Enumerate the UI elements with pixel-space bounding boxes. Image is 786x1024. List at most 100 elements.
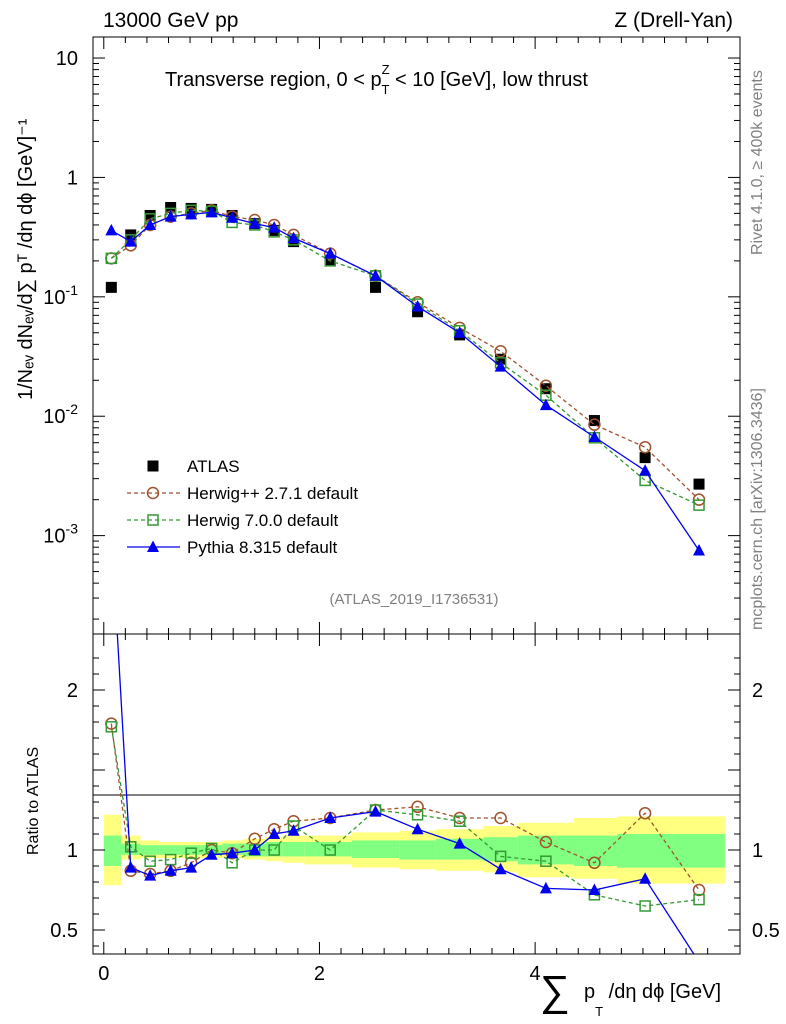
main-data bbox=[105, 201, 706, 556]
point-series-3 bbox=[144, 218, 157, 230]
ratio-point-series-2 bbox=[124, 861, 137, 873]
green-band-bin bbox=[103, 835, 122, 866]
y-tick-label: 10-2 bbox=[43, 401, 78, 428]
legend-label-0: ATLAS bbox=[187, 457, 240, 476]
x-axis-label: pT /dη dϕ [GeV] bbox=[584, 981, 721, 1019]
ratio-point-series-1 bbox=[494, 850, 507, 863]
ratio-point-series-1 bbox=[693, 893, 705, 906]
green-band-bin bbox=[517, 835, 574, 865]
point-series-0 bbox=[540, 383, 552, 395]
ratio-point-series-0 bbox=[411, 800, 424, 814]
green-band-bin bbox=[140, 845, 160, 855]
point-series-2 bbox=[105, 252, 118, 265]
ratio-data bbox=[105, 524, 706, 968]
y-tick-label: 10 bbox=[56, 48, 78, 70]
point-series-1 bbox=[539, 379, 553, 392]
ratio-point-series-0 bbox=[494, 811, 507, 825]
point-series-3 bbox=[639, 464, 652, 476]
ratio-point-series-2 bbox=[185, 861, 198, 873]
ratio-point-series-2 bbox=[453, 837, 466, 849]
ratio-panel: 2 2 1 1 0.5 0.5 0 2 4 Ratio to ATLAS pT /dη dϕ [… bbox=[25, 524, 780, 1019]
ratio-y-tick-label-right: 2 bbox=[752, 680, 763, 702]
legend-marker-1 bbox=[146, 486, 160, 500]
point-series-3 bbox=[226, 211, 239, 223]
main-y-axis-label: 1/Nₑᵥ dNₑᵥ/d∑ pᵀ /dη dϕ [GeV]⁻¹ bbox=[15, 118, 37, 400]
point-series-3 bbox=[453, 326, 466, 338]
ratio-point-series-2 bbox=[539, 881, 552, 894]
ratio-y-tick-label-right: 1 bbox=[752, 840, 763, 862]
ratio-point-series-2 bbox=[369, 805, 382, 817]
ratio-point-series-0 bbox=[588, 856, 601, 870]
x-tick-label: 0 bbox=[98, 963, 109, 985]
point-series-3 bbox=[693, 544, 706, 556]
y-tick-label: 10-1 bbox=[43, 282, 78, 309]
ratio-point-series-2 bbox=[248, 843, 261, 855]
ratio-point-series-2 bbox=[268, 827, 281, 839]
legend-label-2: Herwig 7.0.0 default bbox=[187, 511, 338, 530]
header-right: Z (Drell-Yan) bbox=[614, 9, 733, 32]
ratio-axis-ticks: 2 2 1 1 0.5 0.5 0 2 4 bbox=[50, 634, 780, 985]
y-tick-label: 10-3 bbox=[43, 521, 78, 548]
ratio-y-tick-label: 1 bbox=[67, 840, 78, 862]
point-series-3 bbox=[369, 269, 382, 281]
legend: ATLAS Herwig++ 2.7.1 default Herwig 7.0.0 … bbox=[127, 457, 358, 557]
ratio-y-tick-label-right: 0.5 bbox=[752, 920, 780, 942]
point-series-3 bbox=[105, 223, 118, 236]
ratio-point-series-2 bbox=[693, 956, 705, 968]
ratio-point-series-1 bbox=[411, 809, 424, 821]
ratio-y-tick-label: 2 bbox=[67, 680, 78, 702]
point-series-3 bbox=[411, 299, 424, 312]
green-band-bin bbox=[351, 840, 400, 858]
point-series-3 bbox=[205, 205, 218, 218]
ratio-point-series-0 bbox=[692, 883, 706, 897]
legend-marker-2 bbox=[147, 514, 159, 526]
ratio-point-series-0 bbox=[638, 806, 652, 820]
ratio-point-series-0 bbox=[539, 835, 553, 849]
ratio-point-series-2 bbox=[164, 864, 177, 876]
rivet-version-label: Rivet 4.1.0, ≥ 400k events bbox=[749, 70, 766, 255]
point-series-0 bbox=[693, 478, 705, 490]
ratio-point-series-2 bbox=[494, 862, 507, 875]
point-series-0 bbox=[144, 209, 156, 221]
sum-symbol-icon: ∑ bbox=[540, 967, 570, 1014]
ratio-point-series-1 bbox=[268, 844, 280, 856]
point-series-1 bbox=[638, 440, 652, 454]
header-left: 13000 GeV pp bbox=[103, 9, 238, 32]
ratio-point-series-1 bbox=[105, 721, 118, 733]
ratio-point-series-2 bbox=[226, 846, 239, 859]
point-series-3 bbox=[494, 360, 507, 372]
ratio-point-series-1 bbox=[639, 900, 651, 912]
ratio-point-series-2 bbox=[411, 822, 424, 835]
ratio-point-series-2 bbox=[639, 872, 652, 884]
x-tick-label: 2 bbox=[314, 963, 325, 985]
point-series-0 bbox=[165, 201, 177, 213]
point-series-3 bbox=[588, 430, 601, 442]
ratio-series-group bbox=[105, 524, 706, 968]
legend-marker-0 bbox=[147, 460, 159, 472]
legend-marker-3 bbox=[147, 540, 159, 552]
ratio-y-tick-label: 0.5 bbox=[50, 920, 78, 942]
ratio-line-1 bbox=[110, 726, 700, 907]
ratio-point-series-2 bbox=[105, 524, 117, 536]
ratio-frame bbox=[92, 633, 741, 955]
point-series-3 bbox=[185, 207, 198, 220]
ratio-point-series-1 bbox=[144, 855, 156, 867]
main-axis-ticks: 10 1 10-1 10-2 10-3 bbox=[43, 37, 740, 634]
ratio-point-series-1 bbox=[540, 855, 552, 867]
ratio-point-series-2 bbox=[324, 811, 337, 823]
green-band-bin bbox=[399, 840, 436, 860]
point-series-3 bbox=[124, 235, 137, 247]
mcplots-label: mcplots.cern.ch [arXiv:1306.3436] bbox=[749, 388, 766, 630]
point-series-0 bbox=[639, 452, 651, 464]
legend-label-3: Pythia 8.315 default bbox=[187, 538, 338, 557]
legend-label-1: Herwig++ 2.7.1 default bbox=[187, 484, 358, 503]
main-panel: 10 1 10-1 10-2 10-3 Transverse region, 0 < p… bbox=[15, 36, 741, 635]
green-band-bin bbox=[121, 843, 141, 855]
main-title: Transverse region, 0 < pZ T < 10 [GeV], l… bbox=[165, 62, 588, 97]
ratio-point-series-2 bbox=[205, 848, 218, 860]
green-band-bin bbox=[282, 842, 305, 857]
green-band-bin bbox=[265, 842, 283, 857]
green-band-bin bbox=[435, 838, 484, 860]
point-series-3 bbox=[248, 217, 261, 229]
